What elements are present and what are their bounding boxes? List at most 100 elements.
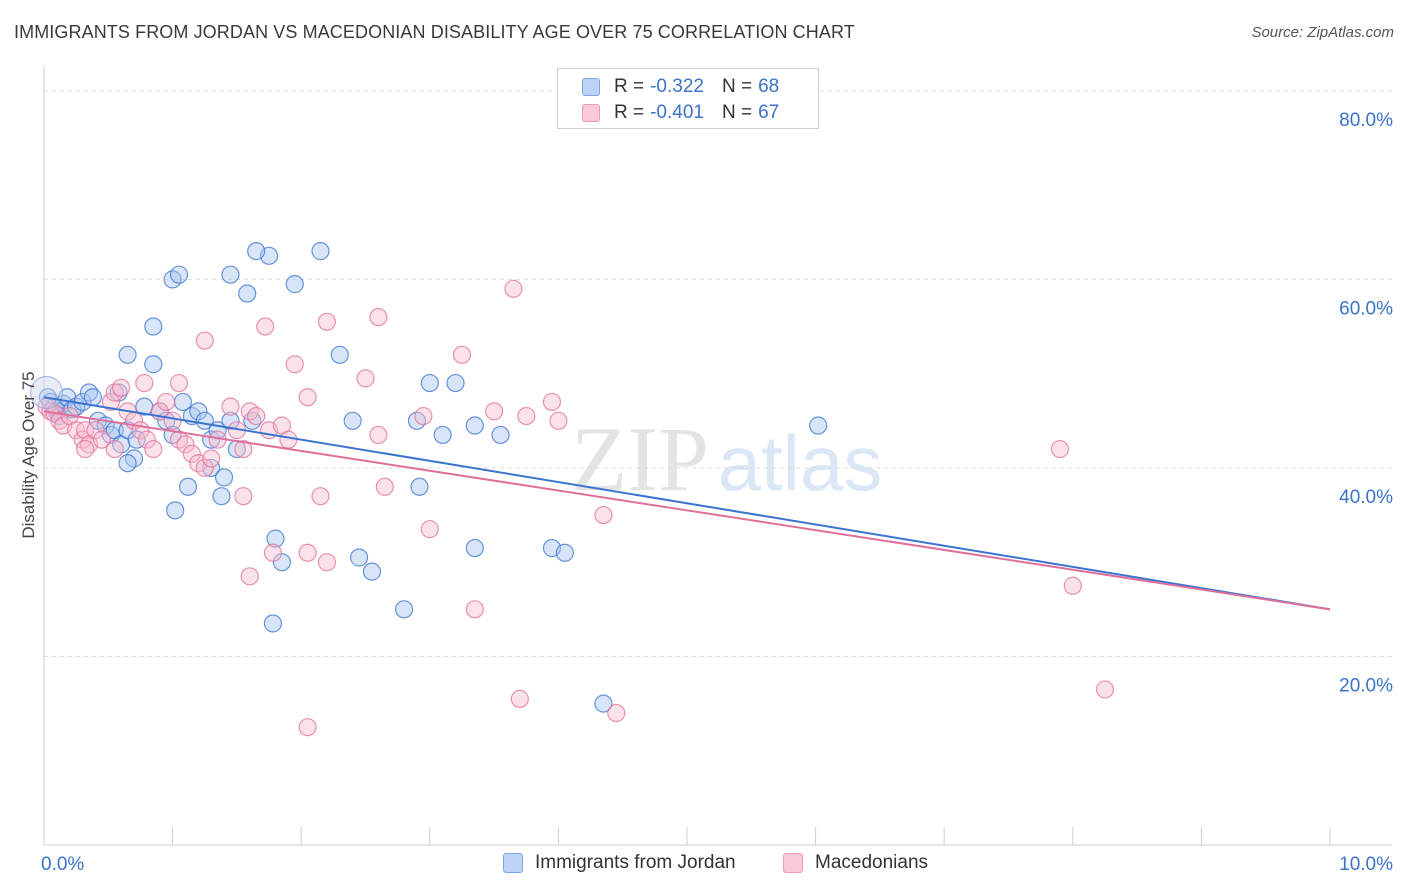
macedonian-point: [452, 345, 472, 364]
macedonian-point: [195, 458, 214, 478]
macedonian-point: [285, 355, 304, 374]
legend-row-jordan: R = -0.322 N = 68: [582, 74, 779, 100]
macedonian-point: [549, 411, 568, 430]
source-label: Source: ZipAtlas.com: [1251, 24, 1394, 41]
macedonian-point: [369, 307, 388, 327]
jordan-point: [83, 388, 102, 407]
macedonian-point: [182, 444, 201, 463]
jordan-point: [433, 425, 452, 445]
macedonian-point: [86, 421, 105, 440]
jordan-point: [127, 430, 146, 449]
jordan-point: [144, 317, 163, 336]
macedonian-point: [485, 402, 504, 421]
macedonian-point: [137, 430, 156, 449]
macedonian-point: [195, 331, 214, 350]
macedonian-point: [176, 435, 195, 454]
jordan-point: [238, 284, 257, 303]
jordan-point: [247, 242, 266, 261]
jordan-point: [189, 402, 208, 421]
jordan-point: [214, 468, 234, 487]
jordan-point: [212, 487, 231, 506]
macedonian-point: [247, 406, 266, 426]
macedonian-point: [517, 406, 536, 426]
x-tick-label: 0.0%: [41, 854, 84, 875]
macedonian-point: [221, 397, 240, 416]
y-tick-label: 60.0%: [1339, 298, 1393, 319]
jordan-point: [109, 383, 128, 402]
legend-swatch-macedonians: [783, 853, 803, 873]
jordan-point: [263, 614, 283, 633]
jordan-point: [349, 548, 369, 567]
legend-n-label: N =: [721, 76, 753, 97]
macedonian-point: [1095, 680, 1115, 699]
watermark-zip: ZIP: [571, 408, 709, 510]
macedonian-point: [105, 439, 124, 459]
macedonian-point: [202, 449, 221, 468]
jordan-point: [118, 454, 137, 473]
macedonian-point: [240, 567, 259, 586]
legend-row-macedonians: R = -0.401 N = 67: [582, 100, 779, 126]
macedonian-point: [76, 421, 95, 440]
jordan-point: [410, 477, 429, 496]
macedonian-point: [298, 388, 317, 407]
chart-title: IMMIGRANTS FROM JORDAN VS MACEDONIAN DIS…: [14, 22, 855, 42]
macedonian-point: [157, 392, 176, 412]
legend-r-value: -0.322: [650, 76, 704, 97]
macedonian-point: [594, 505, 613, 525]
legend-swatch-jordan: [582, 78, 600, 96]
jordan-point: [465, 416, 484, 435]
jordan-point: [169, 265, 189, 284]
legend-r-label: R =: [614, 76, 645, 97]
watermark: ZIP atlas: [571, 408, 882, 510]
macedonian-point: [317, 553, 337, 572]
legend-label-jordan: Immigrants from Jordan: [535, 852, 736, 873]
legend-swatch-macedonians: [582, 104, 600, 122]
macedonian-point: [234, 439, 253, 459]
legend-swatch-jordan: [503, 853, 523, 873]
jordan-point: [266, 529, 285, 548]
macedonian-point: [317, 312, 337, 331]
jordan-point: [221, 265, 240, 284]
jordan-point: [166, 501, 185, 520]
jordan-point: [202, 430, 221, 449]
macedonian-trend-line: [43, 410, 1331, 611]
macedonian-point: [263, 543, 283, 562]
jordan-point: [465, 538, 484, 558]
macedonian-point: [279, 430, 298, 449]
macedonian-point: [414, 406, 433, 426]
macedonian-point: [375, 477, 394, 496]
macedonian-point: [163, 411, 182, 430]
jordan-point: [394, 600, 414, 619]
jordan-point: [178, 477, 198, 496]
macedonian-point: [465, 600, 484, 619]
legend-r-label: R =: [614, 102, 645, 123]
macedonian-point: [420, 520, 439, 539]
macedonian-point: [1063, 576, 1082, 595]
jordan-point: [330, 345, 349, 364]
jordan-point: [446, 373, 465, 393]
axes: [43, 66, 1392, 846]
macedonian-point: [298, 718, 317, 737]
jordan-point: [420, 373, 439, 393]
macedonian-point: [92, 430, 111, 449]
jordan-point: [343, 411, 362, 430]
macedonian-point: [144, 439, 163, 459]
y-tick-labels: 20.0% 40.0% 60.0% 80.0%: [1339, 110, 1393, 697]
macedonian-point: [135, 373, 154, 393]
macedonian-point: [112, 378, 131, 397]
legend-label-macedonians: Macedonians: [815, 852, 929, 873]
x-tick-label: 10.0%: [1339, 854, 1393, 875]
trend-lines: [43, 396, 1331, 611]
jordan-point: [491, 425, 510, 445]
macedonian-point: [101, 392, 120, 412]
legend-n-value: 67: [758, 102, 780, 123]
legend-series: Immigrants from Jordan Macedonians: [0, 852, 1406, 878]
macedonian-point: [311, 487, 330, 506]
legend-item-macedonians[interactable]: Macedonians: [783, 852, 928, 874]
macedonian-point: [356, 369, 375, 388]
macedonian-point: [1050, 439, 1070, 459]
legend-item-jordan[interactable]: Immigrants from Jordan: [503, 852, 736, 874]
macedonian-point: [169, 373, 189, 393]
jordan-point: [285, 275, 304, 294]
